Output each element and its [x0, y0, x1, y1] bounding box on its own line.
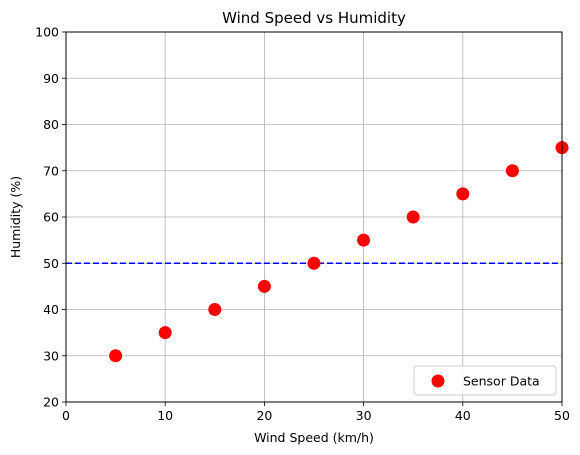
legend-box	[413, 365, 557, 396]
x-axis-ticks: 0 10 20 30 40 50	[62, 402, 570, 423]
data-point	[505, 164, 519, 178]
y-tick-label: 80	[43, 117, 59, 132]
y-tick-label: 100	[35, 25, 59, 40]
x-tick-label: 50	[554, 408, 570, 423]
y-tick-label: 90	[43, 71, 59, 86]
legend-label: Sensor Data	[463, 374, 540, 389]
y-tick-label: 40	[43, 302, 59, 317]
data-point	[307, 256, 321, 270]
data-point	[257, 279, 271, 293]
y-tick-label: 60	[43, 210, 59, 225]
y-axis-ticks: 20 30 40 50 60 70 80 90 100	[35, 25, 66, 410]
y-axis-label: Humidity (%)	[8, 176, 23, 258]
x-tick-label: 0	[62, 408, 70, 423]
data-point	[406, 210, 420, 224]
data-point	[158, 326, 172, 340]
legend: Sensor Data	[413, 365, 557, 396]
data-point	[456, 187, 470, 201]
x-axis-label: Wind Speed (km/h)	[254, 430, 374, 445]
chart-title: Wind Speed vs Humidity	[222, 9, 406, 27]
data-points	[109, 141, 569, 363]
y-tick-label: 20	[43, 395, 59, 410]
x-tick-label: 10	[157, 408, 173, 423]
x-tick-label: 30	[356, 408, 372, 423]
y-tick-label: 30	[43, 348, 59, 363]
legend-marker	[431, 374, 445, 388]
data-point	[109, 349, 123, 363]
y-tick-label: 50	[43, 256, 59, 271]
data-point	[208, 303, 222, 316]
y-tick-label: 70	[43, 163, 59, 178]
x-tick-label: 20	[256, 408, 272, 423]
x-tick-label: 40	[455, 408, 471, 423]
data-point	[357, 233, 371, 247]
